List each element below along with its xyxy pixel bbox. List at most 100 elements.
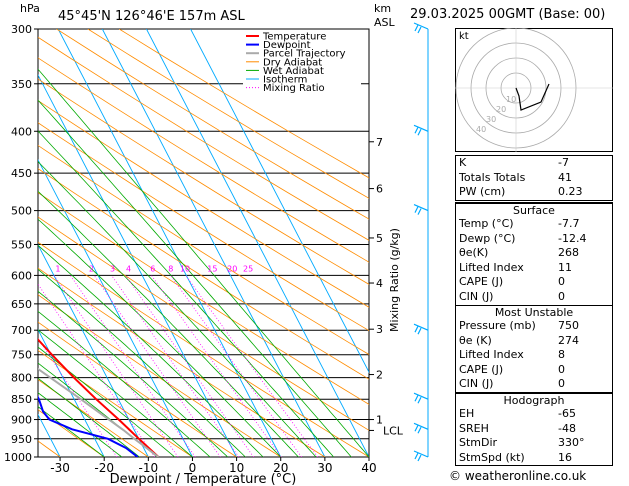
dry-adiabat-line — [38, 216, 369, 431]
y-tick-label: 750 — [11, 349, 32, 362]
wind-barb — [413, 204, 429, 215]
index-label: PW (cm) — [459, 185, 506, 199]
surface-label: Lifted Index — [459, 260, 524, 274]
index-value: -7 — [558, 156, 569, 169]
most-unstable-label: CIN (J) — [459, 377, 494, 391]
hodograph-stat-label: SREH — [459, 421, 489, 435]
wind-barb — [413, 450, 429, 462]
mixing-ratio-label: 15 — [207, 264, 217, 273]
mixing-ratio-label: 2 — [89, 264, 94, 273]
y-tick-label: 550 — [11, 238, 32, 251]
hodograph-frame — [455, 28, 613, 152]
y-tick-label: 650 — [11, 298, 32, 311]
y-tick-label: 500 — [11, 205, 32, 218]
legend-entry: Dewpoint — [263, 40, 311, 51]
most-unstable-label: Lifted Index — [459, 348, 524, 362]
legend-entry: Wet Adiabat — [263, 66, 324, 77]
wet-adiabat-line — [38, 268, 246, 457]
mixing-ratio-label: 25 — [243, 264, 253, 273]
wind-barb — [413, 124, 429, 136]
hodograph-stat-row: EH -65 — [456, 407, 612, 422]
most-unstable-row: CIN (J) 0 — [456, 377, 612, 392]
y-tick-label: 350 — [11, 78, 32, 91]
mixing-ratio-line — [93, 275, 221, 457]
surface-row: Lifted Index 11 — [456, 261, 612, 276]
isotherm-line — [101, 29, 326, 457]
location-title: 45°45'N 126°46'E 157m ASL — [58, 9, 246, 24]
mixing-ratio-label: 10 — [180, 264, 190, 273]
most-unstable-value: 8 — [558, 348, 565, 362]
dry-adiabat-line — [38, 122, 369, 332]
surface-value: 0 — [558, 275, 565, 289]
y-tick-label: 400 — [11, 125, 32, 138]
km-tick-label: 6 — [376, 183, 383, 196]
most-unstable-row: θe (K) 274 — [456, 334, 612, 349]
wet-adiabat-line — [38, 362, 158, 457]
mixing-ratio-label: 20 — [227, 264, 237, 273]
y-tick-label: 900 — [11, 414, 32, 427]
dry-adiabat-line — [38, 241, 369, 457]
legend-entry: Parcel Trajectory — [263, 49, 346, 60]
mixing-ratio-line — [185, 275, 319, 457]
dry-adiabat-line — [38, 168, 369, 380]
hodograph-stat-label: EH — [459, 407, 475, 420]
isotherm-line — [190, 29, 369, 374]
most-unstable-title: Most Unstable — [494, 306, 574, 319]
x-tick-label: 30 — [317, 461, 332, 475]
wet-adiabat-line — [38, 99, 352, 457]
y-tick-label: 300 — [11, 23, 32, 36]
surface-value: 11 — [558, 260, 572, 274]
most-unstable-label: θe (K) — [459, 333, 492, 347]
indices-panel: K -7 Totals Totals 41 PW (cm) 0.23 — [455, 155, 613, 201]
dry-adiabat-line — [38, 267, 326, 457]
dry-adiabat-line — [38, 36, 369, 241]
dry-adiabat-line — [118, 29, 369, 179]
index-row: Totals Totals 41 — [456, 171, 612, 186]
legend-box — [243, 31, 361, 91]
km-tick-label: 4 — [376, 277, 383, 290]
km-tick-label: 7 — [376, 136, 383, 149]
most-unstable-label: Pressure (mb) — [459, 319, 536, 332]
hodograph-stat-row: StmDir 330° — [456, 436, 612, 451]
wet-adiabat-line — [38, 130, 334, 457]
legend-entry: Mixing Ratio — [263, 83, 325, 94]
surface-label: θe(K) — [459, 246, 489, 260]
mixing-ratio-label: 6 — [150, 264, 155, 273]
surface-row: CIN (J) 0 — [456, 290, 612, 305]
wet-adiabat-line — [38, 392, 123, 457]
dry-adiabat-line — [38, 379, 149, 457]
hodograph-ring-label: 10 — [506, 95, 516, 104]
dry-adiabat-line — [38, 144, 369, 355]
y-tick-label: 1000 — [4, 451, 32, 464]
surface-row: Dewp (°C) -12.4 — [456, 232, 612, 247]
most-unstable-label: CAPE (J) — [459, 362, 504, 376]
dry-adiabat-line — [38, 57, 369, 263]
most-unstable-value: 0 — [558, 377, 565, 391]
index-label: K — [459, 156, 467, 169]
parcel-trajectory-line — [38, 367, 160, 457]
mixing-ratio-label: 3 — [110, 264, 115, 273]
hodograph-trace — [515, 83, 550, 111]
dry-adiabat-line — [38, 100, 369, 308]
wet-adiabat-line — [38, 329, 193, 457]
index-value: 0.23 — [558, 185, 583, 199]
legend-entry: Isotherm — [263, 75, 307, 86]
isotherm-line — [146, 29, 369, 457]
y-tick-label: 950 — [11, 433, 32, 446]
wind-barb — [413, 392, 429, 404]
dry-adiabat-line — [38, 78, 369, 285]
surface-label: CIN (J) — [459, 289, 494, 303]
mixing-ratio-line — [70, 275, 196, 457]
hodograph-stat-label: StmDir — [459, 436, 498, 450]
hodograph-stats-title: Hodograph — [503, 394, 565, 407]
most-unstable-value: 750 — [558, 319, 579, 332]
y-tick-label: 600 — [11, 269, 32, 282]
x-axis-label: Dewpoint / Temperature (°C) — [110, 472, 297, 486]
x-tick-label: -30 — [50, 461, 70, 475]
mixing-ratio-line — [53, 275, 179, 457]
dry-adiabat-line — [38, 294, 281, 457]
wet-adiabat-line — [38, 190, 299, 457]
isotherm-line — [38, 243, 149, 457]
surface-value: 268 — [558, 246, 579, 260]
